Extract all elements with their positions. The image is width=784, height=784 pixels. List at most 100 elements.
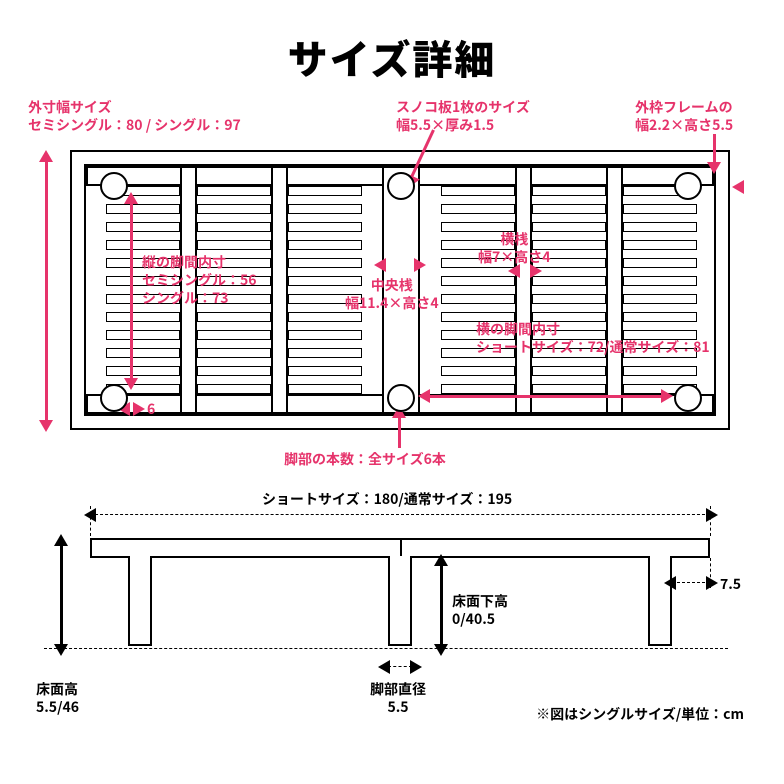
leg-dia-label: 脚部直径 5.5 [370,680,426,716]
arrow-underfloor [440,562,443,648]
slat [532,276,606,286]
leg [674,384,702,412]
slat [106,240,180,250]
arrowhead-icon [54,534,68,546]
slat [532,294,606,304]
slat [623,258,697,268]
slat [441,384,515,394]
footnote: ※図はシングルサイズ/単位：cm [536,704,744,724]
slat [288,222,362,232]
leg-gap6-label: 6 [147,400,155,418]
slat [197,384,271,394]
arrowhead-icon [661,389,673,403]
slat [288,330,362,340]
slat [288,204,362,214]
arrowhead-icon [530,264,542,278]
slat [288,258,362,268]
slat [441,294,515,304]
page-title: サイズ詳細 [0,28,784,86]
slat [623,276,697,286]
slat [623,204,697,214]
slat [288,366,362,376]
slat [623,222,697,232]
outer-width-label: 外寸幅サイズ セミシングル：80 / シングル：97 [28,98,241,134]
slat [532,186,606,196]
length-label: ショートサイズ：180/通常サイズ：195 [262,490,512,508]
arrowhead-icon [410,660,422,674]
slat-col [532,186,606,394]
slat-size-label: スノコ板1枚のサイズ 幅5.5×厚み1.5 [396,98,530,134]
arrow-floor-height [60,542,63,648]
cross-bar [606,166,623,414]
arrowhead-icon [124,378,138,390]
slat [288,384,362,394]
dim-overhang [672,582,710,583]
arrowhead-icon [706,576,718,590]
slat-col [441,186,515,394]
arrowhead-icon [378,660,390,674]
side-leg [388,556,412,646]
arrowhead-icon [374,258,386,272]
arrow-legcount [398,414,401,448]
slat [623,240,697,250]
slat [106,204,180,214]
arrowhead-icon [54,644,68,656]
leg [387,384,415,412]
slat [106,330,180,340]
slat [288,348,362,358]
slat [106,222,180,232]
overhang-label: 7.5 [720,575,741,593]
slat [197,240,271,250]
cross-bar-label: 横桟 幅7×高さ4 [478,230,551,266]
arrowhead-icon [124,192,138,204]
slat-col [623,186,697,394]
slat [288,186,362,196]
arrowhead-icon [39,420,53,432]
side-split [400,538,402,558]
slat [106,348,180,358]
slat [441,276,515,286]
side-leg [128,556,152,646]
leg-count-label: 脚部の本数：全サイズ6本 [284,450,446,468]
floor-height-label: 床面高 5.5/46 [36,680,79,716]
center-bar-label: 中央桟 幅11.4×高さ4 [345,276,439,312]
bed-side-view [90,538,710,558]
outer-frame-label: 外枠フレームの 幅2.2×高さ5.5 [635,98,733,134]
arrowhead-icon [706,508,718,522]
arrowhead-icon [707,162,721,174]
slat [623,294,697,304]
slat [197,348,271,358]
underfloor-label: 床面下高 0/40.5 [452,592,508,628]
arrowhead-icon [414,258,426,272]
dim-line [90,514,710,515]
arrowhead-icon [133,402,145,416]
slat [532,366,606,376]
slat [197,186,271,196]
slat [441,366,515,376]
arrowhead-icon [434,554,448,566]
leg [100,384,128,412]
arrowhead-icon [434,644,448,656]
arrow-outer-width [45,158,48,422]
slat [441,186,515,196]
arrowhead-icon [418,389,430,403]
arrowhead-icon [732,180,744,194]
slat [106,366,180,376]
floor-line [44,648,728,649]
slat [532,204,606,214]
arrow-leg-h [427,395,664,398]
slat [532,384,606,394]
slat [197,204,271,214]
slat [197,222,271,232]
leg [100,172,128,200]
dim-tick [710,506,711,536]
cross-bar [271,166,288,414]
slat [197,312,271,322]
slat [288,312,362,322]
dim-legdia [388,666,412,667]
leg [387,172,415,200]
slat [623,366,697,376]
slat [197,366,271,376]
arrow-leg-v [130,200,133,380]
leg [674,172,702,200]
